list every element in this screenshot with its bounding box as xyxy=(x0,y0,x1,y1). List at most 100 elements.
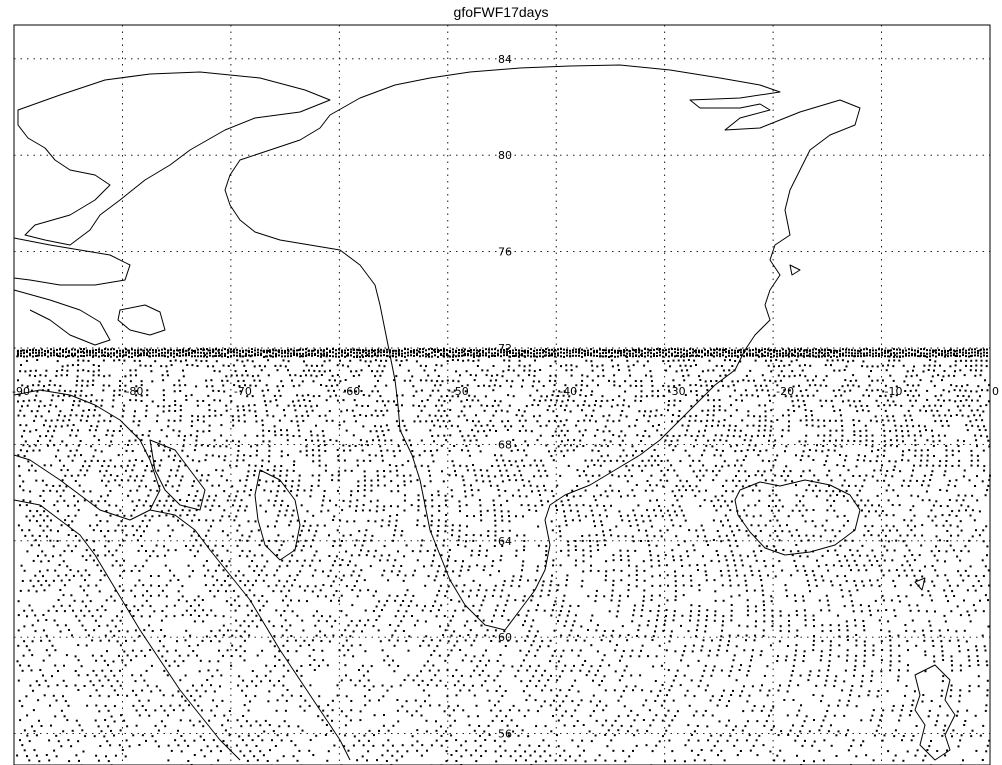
track-point xyxy=(918,554,921,557)
track-point xyxy=(278,480,281,482)
track-point xyxy=(787,429,790,432)
track-point xyxy=(131,525,134,528)
track-point xyxy=(798,364,801,367)
track-point xyxy=(305,454,308,457)
track-point xyxy=(622,404,625,407)
track-point xyxy=(746,599,749,602)
track-point xyxy=(458,500,461,503)
track-point xyxy=(336,399,339,402)
track-point xyxy=(143,629,146,632)
track-point xyxy=(523,595,526,598)
track-point xyxy=(277,484,280,487)
track-point xyxy=(213,369,216,372)
track-point xyxy=(828,485,831,487)
track-point xyxy=(455,584,458,587)
track-point xyxy=(965,424,968,427)
track-point xyxy=(865,474,868,477)
track-point xyxy=(321,430,324,433)
track-point xyxy=(557,445,560,448)
track-point xyxy=(71,634,73,637)
track-point xyxy=(368,509,371,512)
track-point xyxy=(363,494,366,497)
track-point xyxy=(933,364,936,367)
track-point xyxy=(848,590,851,593)
track-point xyxy=(245,370,247,372)
track-point xyxy=(454,560,457,562)
track-point xyxy=(692,544,695,547)
track-point xyxy=(161,610,164,612)
track-point xyxy=(698,430,700,433)
track-point xyxy=(316,404,318,407)
track-point xyxy=(309,524,312,527)
track-point xyxy=(682,594,685,597)
track-point xyxy=(853,440,856,442)
track-point xyxy=(133,479,136,482)
track-point xyxy=(286,429,288,432)
track-point xyxy=(598,514,601,517)
track-point xyxy=(270,490,272,493)
track-point xyxy=(62,594,65,597)
track-point xyxy=(945,454,948,457)
track-point xyxy=(729,579,732,582)
track-point xyxy=(42,529,45,532)
track-point xyxy=(861,409,864,412)
track-point xyxy=(350,370,352,373)
track-point xyxy=(510,464,513,467)
track-point xyxy=(563,390,566,393)
track-point xyxy=(233,599,236,602)
track-point xyxy=(376,414,379,417)
track-point xyxy=(663,474,666,477)
track-point xyxy=(624,474,627,477)
track-point xyxy=(700,384,703,387)
track-point xyxy=(956,555,959,558)
track-point xyxy=(686,550,689,553)
track-point xyxy=(668,389,670,392)
track-point xyxy=(478,350,480,353)
track-point xyxy=(53,444,56,447)
track-point xyxy=(312,614,315,617)
track-point xyxy=(218,484,220,487)
track-point xyxy=(106,429,109,432)
track-point xyxy=(575,559,577,562)
track-point xyxy=(596,624,599,627)
track-point xyxy=(431,560,434,563)
track-point xyxy=(856,459,859,461)
track-point xyxy=(489,429,491,432)
track-point xyxy=(470,644,473,647)
track-point xyxy=(156,414,159,417)
track-point xyxy=(486,369,489,372)
track-point xyxy=(100,404,103,407)
track-point xyxy=(667,404,670,407)
track-point xyxy=(163,504,166,507)
track-point xyxy=(106,624,109,627)
track-point xyxy=(583,400,586,403)
track-point xyxy=(152,464,155,467)
track-point xyxy=(846,649,849,652)
track-point xyxy=(445,439,448,442)
track-point xyxy=(692,459,695,462)
track-point xyxy=(345,550,348,553)
track-point xyxy=(673,614,676,617)
track-point xyxy=(130,514,133,517)
track-point xyxy=(354,544,357,547)
track-point xyxy=(565,620,568,623)
track-point xyxy=(255,614,258,617)
track-point xyxy=(747,410,750,413)
track-point xyxy=(304,404,307,407)
track-point xyxy=(272,474,275,477)
track-point xyxy=(956,584,959,587)
track-point xyxy=(496,604,499,607)
track-point xyxy=(795,484,797,487)
track-point xyxy=(426,660,429,663)
track-point xyxy=(714,464,717,467)
track-point xyxy=(185,600,188,603)
track-point xyxy=(595,589,598,592)
track-point xyxy=(754,535,757,538)
track-point xyxy=(190,534,193,537)
track-point xyxy=(82,369,85,372)
track-point xyxy=(624,535,627,538)
track-point xyxy=(920,454,923,457)
track-point xyxy=(742,379,745,382)
track-point xyxy=(649,370,652,373)
track-point xyxy=(305,364,308,367)
